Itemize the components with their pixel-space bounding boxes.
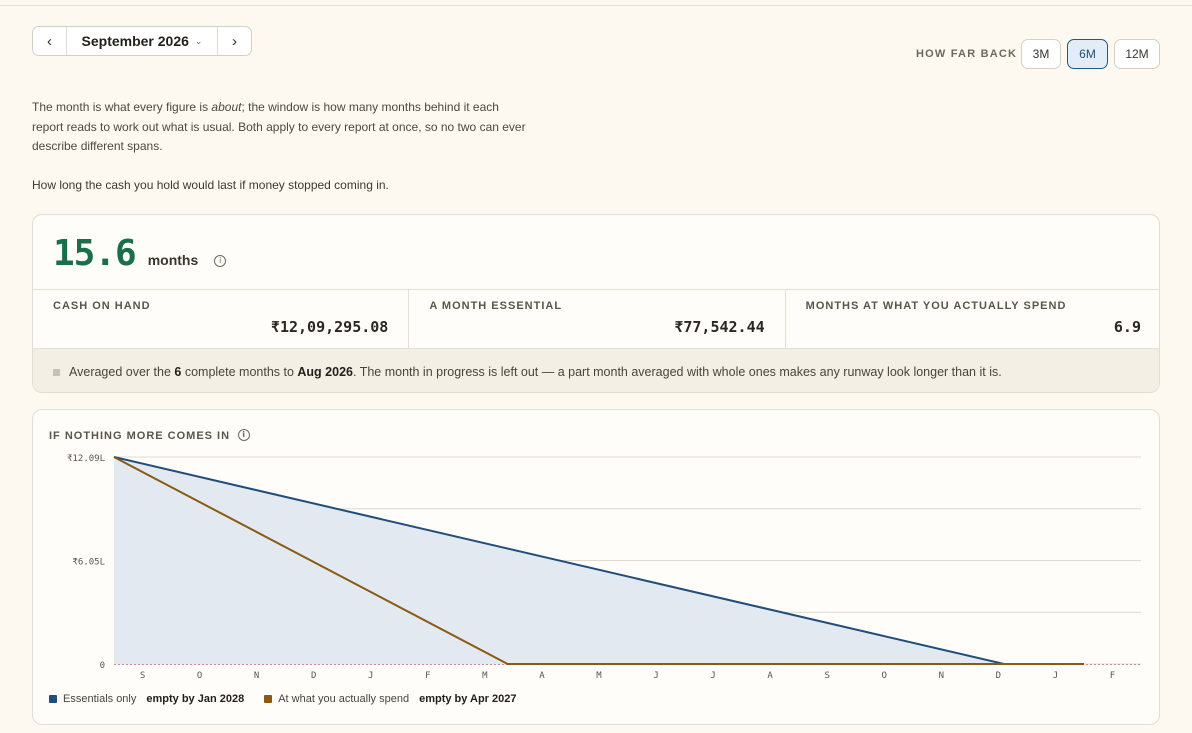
x-tick-label: J (368, 671, 373, 681)
intro-emphasis: about (211, 100, 242, 114)
window-6m-button[interactable]: 6M (1067, 39, 1108, 69)
x-tick-label: A (767, 671, 773, 681)
stat-cash-on-hand: CASH ON HAND ₹12,09,295.08 (33, 290, 410, 348)
info-icon[interactable]: i (214, 254, 227, 267)
y-tick-label: 0 (100, 661, 105, 671)
x-tick-label: O (882, 671, 887, 681)
note-square-icon (53, 368, 60, 376)
x-tick-label: N (939, 671, 944, 681)
runway-unit: months (147, 252, 199, 268)
legend-actual-spend: At what you actually spend empty by Apr 2… (264, 693, 517, 705)
runway-question: How long the cash you hold would last if… (32, 178, 389, 192)
stats-row: CASH ON HAND ₹12,09,295.08 A MONTH ESSEN… (33, 289, 1159, 348)
x-tick-label: F (425, 671, 430, 681)
previous-month-button[interactable]: ‹ (33, 27, 67, 55)
info-icon[interactable]: i (238, 428, 251, 441)
x-tick-label: N (254, 671, 259, 681)
window-3m-button[interactable]: 3M (1021, 39, 1061, 69)
month-dropdown[interactable]: September 2026 ⌄ (67, 27, 217, 55)
month-selector: ‹ September 2026 ⌄ › (32, 26, 252, 56)
runway-card: 15.6 months i CASH ON HAND ₹12,09,295.08… (32, 214, 1160, 393)
x-tick-label: A (539, 671, 545, 681)
legend-swatch (264, 695, 273, 703)
x-tick-label: D (996, 671, 1001, 681)
actual-spend-line (113, 456, 1084, 665)
x-tick-label: F (1110, 671, 1115, 681)
stat-actual-spend-months: MONTHS AT WHAT YOU ACTUALLY SPEND 6.9 (805, 300, 1141, 336)
intro-text: The month is what every figure is about;… (32, 100, 526, 153)
projection-chart-card: IF NOTHING MORE COMES IN i ₹12.09L ₹6.05L… (32, 409, 1160, 725)
x-tick-label: M (596, 671, 602, 681)
x-tick-label: D (311, 671, 316, 681)
averaging-note: Averaged over the 6 complete months to A… (33, 348, 1159, 392)
window-label: HOW FAR BACK (916, 48, 1018, 60)
top-divider (0, 5, 1192, 6)
y-tick-label: ₹6.05L (72, 558, 105, 568)
runway-value: 15.6 (53, 233, 137, 274)
window-12m-button[interactable]: 12M (1114, 39, 1160, 69)
x-tick-label: J (653, 671, 658, 681)
x-tick-label: M (482, 671, 488, 681)
x-tick-label: J (710, 671, 715, 681)
y-tick-label: ₹12.09L (67, 454, 105, 464)
chevron-down-icon: ⌄ (194, 35, 203, 46)
projection-chart: ₹12.09L ₹6.05L 0 S O N D J F M A M J J A S O N D J F (67, 454, 1141, 681)
legend-essentials: Essentials only empty by Jan 2028 (49, 693, 244, 705)
x-tick-label: O (197, 671, 202, 681)
x-tick-label: S (824, 671, 829, 681)
chart-title: IF NOTHING MORE COMES IN i (49, 428, 251, 443)
legend-swatch (49, 695, 57, 703)
essentials-area (114, 457, 1084, 664)
chevron-right-icon: › (232, 32, 237, 50)
chart-legend: Essentials only empty by Jan 2028 At what… (49, 693, 517, 705)
stat-month-essential: A MONTH ESSENTIAL ₹77,542.44 (409, 290, 786, 348)
x-tick-label: J (1053, 671, 1058, 681)
next-month-button[interactable]: › (217, 27, 251, 55)
month-label: September 2026 (81, 33, 189, 49)
x-tick-label: S (140, 671, 145, 681)
chevron-left-icon: ‹ (47, 32, 52, 50)
